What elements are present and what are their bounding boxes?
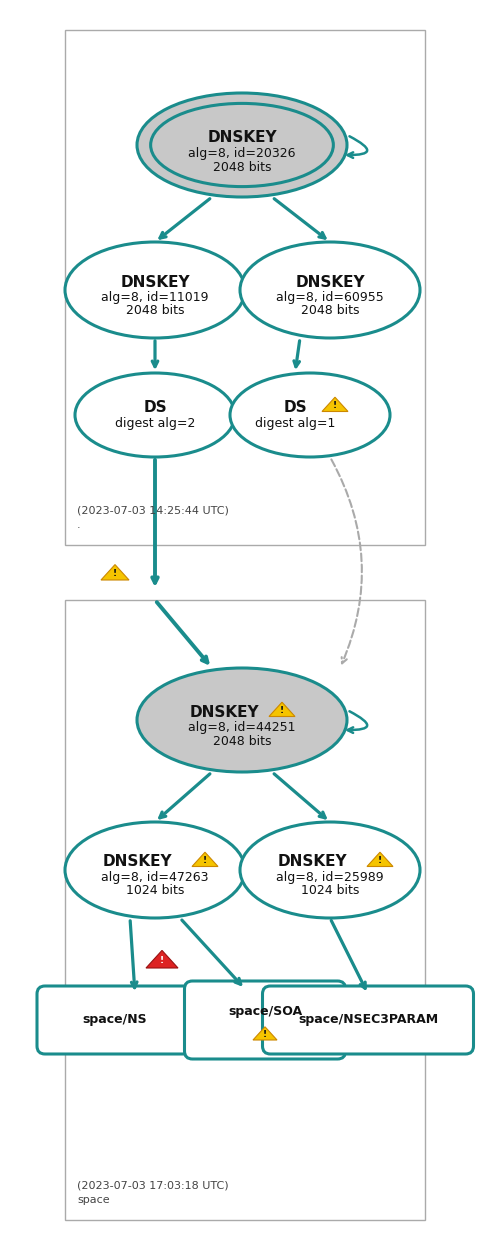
Text: 2048 bits: 2048 bits xyxy=(300,303,359,316)
Ellipse shape xyxy=(65,822,244,918)
Text: 2048 bits: 2048 bits xyxy=(212,160,271,174)
Text: !: ! xyxy=(113,569,117,578)
Text: alg=8, id=60955: alg=8, id=60955 xyxy=(275,291,383,303)
Text: (2023-07-03 14:25:44 UTC): (2023-07-03 14:25:44 UTC) xyxy=(77,505,228,515)
Text: DS: DS xyxy=(283,399,306,414)
Ellipse shape xyxy=(136,93,346,196)
FancyBboxPatch shape xyxy=(262,986,472,1054)
Text: 2048 bits: 2048 bits xyxy=(125,303,184,316)
Text: DS: DS xyxy=(143,399,166,414)
Ellipse shape xyxy=(136,669,346,772)
Polygon shape xyxy=(366,852,392,866)
Text: space: space xyxy=(77,1195,109,1205)
Ellipse shape xyxy=(65,242,244,337)
Text: !: ! xyxy=(160,957,164,966)
Text: alg=8, id=25989: alg=8, id=25989 xyxy=(275,870,383,884)
Text: !: ! xyxy=(279,706,284,715)
Text: digest alg=2: digest alg=2 xyxy=(115,417,195,429)
Text: !: ! xyxy=(332,402,336,410)
Text: DNSKEY: DNSKEY xyxy=(277,855,346,870)
Text: DNSKEY: DNSKEY xyxy=(189,705,258,719)
Text: DNSKEY: DNSKEY xyxy=(295,274,364,290)
Text: !: ! xyxy=(202,856,207,865)
Text: space/SOA: space/SOA xyxy=(227,1006,302,1019)
Text: (2023-07-03 17:03:18 UTC): (2023-07-03 17:03:18 UTC) xyxy=(77,1180,228,1190)
Polygon shape xyxy=(192,852,217,866)
Text: DNSKEY: DNSKEY xyxy=(102,855,171,870)
FancyBboxPatch shape xyxy=(37,986,193,1054)
Bar xyxy=(65,30,424,545)
Text: space/NSEC3PARAM: space/NSEC3PARAM xyxy=(297,1013,437,1026)
Text: DNSKEY: DNSKEY xyxy=(207,130,276,145)
Text: alg=8, id=47263: alg=8, id=47263 xyxy=(101,870,208,884)
Text: alg=8, id=20326: alg=8, id=20326 xyxy=(188,146,295,160)
Text: 1024 bits: 1024 bits xyxy=(300,884,359,896)
Ellipse shape xyxy=(240,242,419,337)
Bar xyxy=(65,601,424,1220)
Text: digest alg=1: digest alg=1 xyxy=(254,417,334,429)
Ellipse shape xyxy=(75,373,235,457)
FancyBboxPatch shape xyxy=(184,981,345,1059)
Text: space/NS: space/NS xyxy=(82,1013,147,1026)
Polygon shape xyxy=(101,564,129,580)
Ellipse shape xyxy=(240,822,419,918)
Text: 1024 bits: 1024 bits xyxy=(125,884,184,896)
Text: !: ! xyxy=(262,1030,267,1039)
Polygon shape xyxy=(321,397,348,412)
Text: alg=8, id=44251: alg=8, id=44251 xyxy=(188,720,295,734)
Text: .: . xyxy=(77,520,80,530)
Text: !: ! xyxy=(377,856,381,865)
Polygon shape xyxy=(146,951,178,968)
Text: DNSKEY: DNSKEY xyxy=(120,274,189,290)
Text: alg=8, id=11019: alg=8, id=11019 xyxy=(101,291,208,303)
Polygon shape xyxy=(269,703,294,716)
Ellipse shape xyxy=(229,373,389,457)
Polygon shape xyxy=(253,1027,276,1040)
Text: 2048 bits: 2048 bits xyxy=(212,734,271,748)
